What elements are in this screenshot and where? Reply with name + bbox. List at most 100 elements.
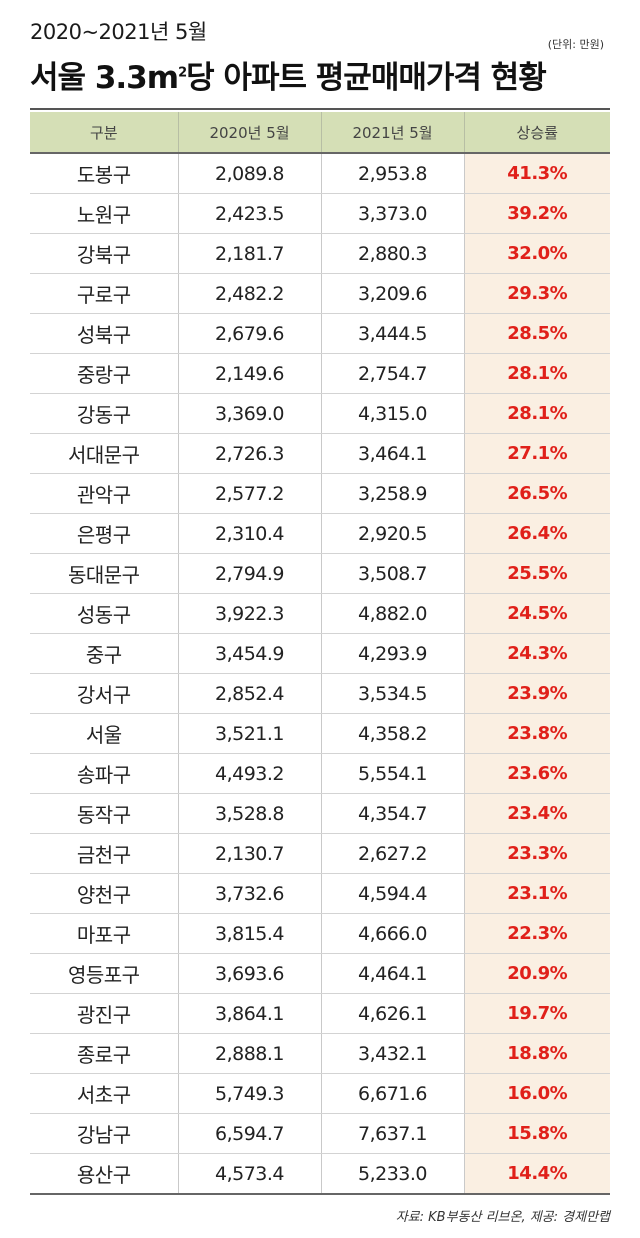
price-2021-cell: 4,626.1 xyxy=(320,993,464,1034)
price-2020-cell: 3,693.6 xyxy=(177,953,321,994)
price-2020-cell: 2,888.1 xyxy=(177,1033,321,1074)
price-2020-cell: 2,794.9 xyxy=(177,553,321,594)
district-cell: 중랑구 xyxy=(30,353,178,394)
district-cell: 성동구 xyxy=(30,593,178,634)
source-note: 자료: KB부동산 리브온, 제공: 경제만랩 xyxy=(395,1210,610,1225)
rate-cell: 16.0% xyxy=(463,1073,610,1114)
price-2021-cell: 6,671.6 xyxy=(320,1073,464,1114)
price-2020-cell: 2,423.5 xyxy=(177,193,321,234)
price-2020-cell: 3,815.4 xyxy=(177,913,321,954)
rate-cell: 24.3% xyxy=(463,633,610,674)
table-body: 도봉구 2,089.8 2,953.8 41.3% 노원구 2,423.5 3,373.0 3… xyxy=(30,153,610,1195)
table-row: 도봉구 2,089.8 2,953.8 41.3% xyxy=(30,153,610,194)
col-header-rate: 상승률 xyxy=(463,112,610,154)
rate-cell: 41.3% xyxy=(463,153,610,194)
price-2020-cell: 2,852.4 xyxy=(177,673,321,714)
district-cell: 관악구 xyxy=(30,473,178,514)
price-2021-cell: 4,594.4 xyxy=(320,873,464,914)
table-row: 구로구 2,482.2 3,209.6 29.3% xyxy=(30,273,610,314)
price-2021-cell: 2,953.8 xyxy=(320,153,464,194)
rate-cell: 32.0% xyxy=(463,233,610,274)
price-2021-cell: 2,880.3 xyxy=(320,233,464,274)
district-cell: 서울 xyxy=(30,713,178,754)
district-cell: 서대문구 xyxy=(30,433,178,474)
district-cell: 강서구 xyxy=(30,673,178,714)
table-row: 성동구 3,922.3 4,882.0 24.5% xyxy=(30,593,610,634)
rate-cell: 23.8% xyxy=(463,713,610,754)
price-2020-cell: 2,089.8 xyxy=(177,153,321,194)
district-cell: 영등포구 xyxy=(30,953,178,994)
price-2020-cell: 2,577.2 xyxy=(177,473,321,514)
title-rest: 당 아파트 평균매매가격 현황 xyxy=(186,60,547,96)
district-cell: 노원구 xyxy=(30,193,178,234)
price-2021-cell: 2,920.5 xyxy=(320,513,464,554)
price-table: 구분 2020년 5월 2021년 5월 상승률 도봉구 2,089.8 2,953… xyxy=(30,112,610,1195)
rate-cell: 23.9% xyxy=(463,673,610,714)
rate-cell: 14.4% xyxy=(463,1153,610,1195)
price-2020-cell: 4,573.4 xyxy=(177,1153,321,1195)
rate-cell: 28.1% xyxy=(463,353,610,394)
rate-cell: 19.7% xyxy=(463,993,610,1034)
district-cell: 성북구 xyxy=(30,313,178,354)
table-row: 서초구 5,749.3 6,671.6 16.0% xyxy=(30,1073,610,1114)
table-row: 서울 3,521.1 4,358.2 23.8% xyxy=(30,713,610,754)
unit-label: (단위: 만원) xyxy=(547,38,604,51)
price-2021-cell: 3,508.7 xyxy=(320,553,464,594)
price-2021-cell: 2,754.7 xyxy=(320,353,464,394)
table-header-row: 구분 2020년 5월 2021년 5월 상승률 xyxy=(30,112,610,154)
table-row: 서대문구 2,726.3 3,464.1 27.1% xyxy=(30,433,610,474)
price-2020-cell: 3,521.1 xyxy=(177,713,321,754)
table-row: 강서구 2,852.4 3,534.5 23.9% xyxy=(30,673,610,714)
price-2021-cell: 5,554.1 xyxy=(320,753,464,794)
district-cell: 강동구 xyxy=(30,393,178,434)
table-row: 광진구 3,864.1 4,626.1 19.7% xyxy=(30,993,610,1034)
district-cell: 도봉구 xyxy=(30,153,178,194)
table-row: 강동구 3,369.0 4,315.0 28.1% xyxy=(30,393,610,434)
table-row: 강남구 6,594.7 7,637.1 15.8% xyxy=(30,1113,610,1154)
rate-cell: 24.5% xyxy=(463,593,610,634)
rate-cell: 28.5% xyxy=(463,313,610,354)
price-2021-cell: 4,464.1 xyxy=(320,953,464,994)
price-2021-cell: 5,233.0 xyxy=(320,1153,464,1195)
district-cell: 서초구 xyxy=(30,1073,178,1114)
district-cell: 중구 xyxy=(30,633,178,674)
price-2020-cell: 3,528.8 xyxy=(177,793,321,834)
table-row: 양천구 3,732.6 4,594.4 23.1% xyxy=(30,873,610,914)
price-2021-cell: 2,627.2 xyxy=(320,833,464,874)
table-row: 중구 3,454.9 4,293.9 24.3% xyxy=(30,633,610,674)
district-cell: 종로구 xyxy=(30,1033,178,1074)
price-2020-cell: 2,130.7 xyxy=(177,833,321,874)
table-row: 강북구 2,181.7 2,880.3 32.0% xyxy=(30,233,610,274)
table-row: 성북구 2,679.6 3,444.5 28.5% xyxy=(30,313,610,354)
district-cell: 용산구 xyxy=(30,1153,178,1195)
table-row: 동대문구 2,794.9 3,508.7 25.5% xyxy=(30,553,610,594)
price-2020-cell: 5,749.3 xyxy=(177,1073,321,1114)
price-2021-cell: 3,444.5 xyxy=(320,313,464,354)
rate-cell: 23.3% xyxy=(463,833,610,874)
table-row: 금천구 2,130.7 2,627.2 23.3% xyxy=(30,833,610,874)
rate-cell: 28.1% xyxy=(463,393,610,434)
price-2020-cell: 6,594.7 xyxy=(177,1113,321,1154)
price-2020-cell: 2,310.4 xyxy=(177,513,321,554)
table-row: 관악구 2,577.2 3,258.9 26.5% xyxy=(30,473,610,514)
district-cell: 강남구 xyxy=(30,1113,178,1154)
table-row: 마포구 3,815.4 4,666.0 22.3% xyxy=(30,913,610,954)
rate-cell: 22.3% xyxy=(463,913,610,954)
price-2021-cell: 3,209.6 xyxy=(320,273,464,314)
district-cell: 광진구 xyxy=(30,993,178,1034)
table-row: 은평구 2,310.4 2,920.5 26.4% xyxy=(30,513,610,554)
table-row: 노원구 2,423.5 3,373.0 39.2% xyxy=(30,193,610,234)
price-2020-cell: 2,726.3 xyxy=(177,433,321,474)
price-2020-cell: 3,922.3 xyxy=(177,593,321,634)
price-2021-cell: 4,293.9 xyxy=(320,633,464,674)
price-2020-cell: 3,732.6 xyxy=(177,873,321,914)
price-2021-cell: 4,354.7 xyxy=(320,793,464,834)
page-title: 서울 3.3m2당 아파트 평균매매가격 현황 xyxy=(30,52,547,97)
district-cell: 강북구 xyxy=(30,233,178,274)
price-2021-cell: 4,666.0 xyxy=(320,913,464,954)
district-cell: 금천구 xyxy=(30,833,178,874)
subtitle: 2020~2021년 5월 xyxy=(30,20,207,44)
price-2020-cell: 2,149.6 xyxy=(177,353,321,394)
rate-cell: 25.5% xyxy=(463,553,610,594)
rate-cell: 18.8% xyxy=(463,1033,610,1074)
